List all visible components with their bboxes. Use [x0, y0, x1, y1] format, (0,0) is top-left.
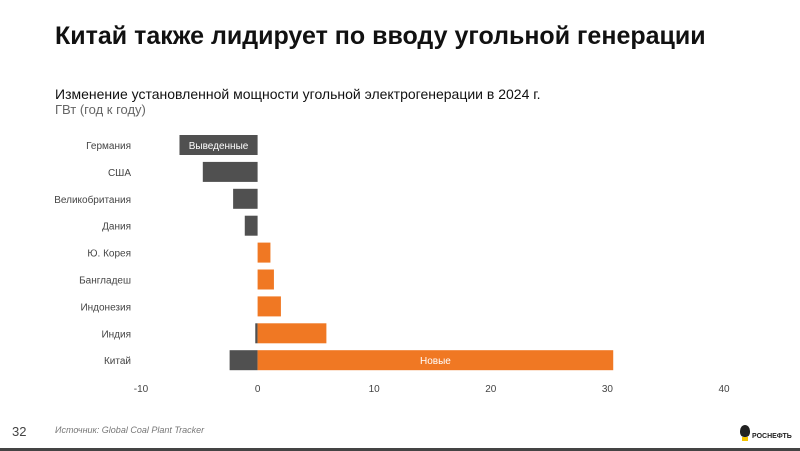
category-label: Ю. Корея — [87, 249, 131, 260]
bar-new — [257, 323, 327, 344]
x-tick-label: 10 — [369, 384, 381, 395]
chart-title: Изменение установленной мощности угольно… — [55, 86, 541, 102]
category-label: Великобритания — [54, 194, 131, 206]
series-label-retired: Выведенные — [189, 141, 249, 152]
category-label: Индия — [101, 329, 131, 340]
x-tick-label: 40 — [718, 384, 730, 395]
slide-title: Китай также лидирует по вводу угольной г… — [55, 22, 706, 50]
page-number: 32 — [12, 424, 27, 439]
category-label: Германия — [86, 141, 131, 152]
x-tick-label: 30 — [602, 384, 614, 395]
x-tick-label: 0 — [255, 384, 261, 395]
bar-new — [257, 269, 274, 290]
category-label: Дания — [102, 222, 131, 233]
chart-subtitle: ГВт (год к году) — [55, 102, 146, 117]
x-tick-label: 20 — [485, 384, 497, 395]
category-label: Бангладеш — [79, 276, 131, 287]
source-note: Источник: Global Coal Plant Tracker — [55, 425, 205, 435]
bar-retired — [229, 350, 258, 371]
series-label-new: Новые — [420, 356, 451, 367]
bar-retired — [202, 161, 258, 182]
bar-retired — [233, 188, 258, 209]
category-label: США — [108, 168, 131, 179]
footer-divider — [0, 448, 800, 451]
bar-retired — [179, 135, 258, 155]
category-label: Китай — [104, 356, 131, 367]
bar-retired — [244, 215, 258, 236]
bar-new — [257, 350, 614, 371]
rosneft-logo: РОСНЕФТЬ — [738, 425, 794, 443]
category-label: Индонезия — [80, 302, 131, 313]
bar-new — [257, 296, 281, 317]
bar-new — [257, 242, 271, 263]
bar-retired — [255, 323, 258, 344]
x-tick-label: -10 — [134, 384, 149, 395]
